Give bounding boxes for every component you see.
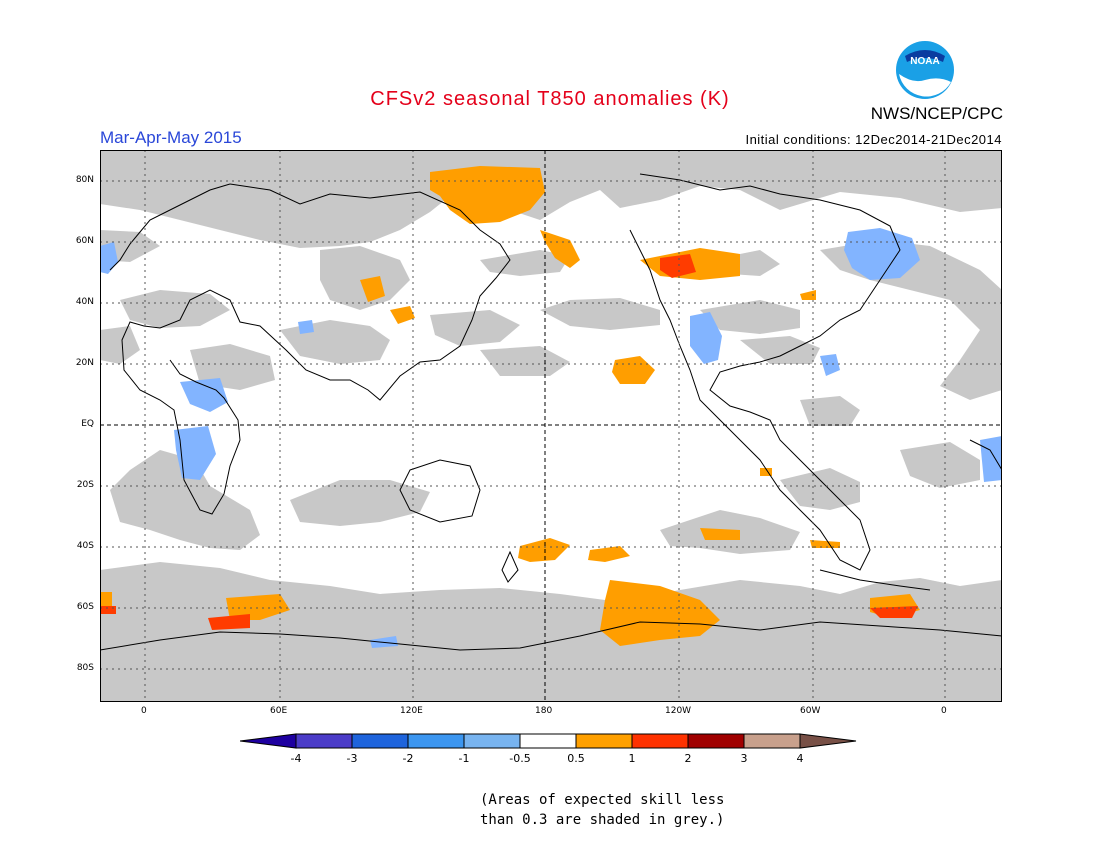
colorbar: -4 -3 -2 -1 -0.5 0.5 1 2 3 4 (240, 733, 857, 765)
footnote-line-2: than 0.3 are shaded in grey.) (480, 812, 725, 828)
colorbar-cell (463, 733, 521, 749)
red-warm-regions (100, 254, 918, 630)
colorbar-cell (351, 733, 409, 749)
colorbar-cell (743, 733, 801, 749)
lat-label: 60S (76, 602, 94, 612)
colorbar-cell (575, 733, 633, 749)
colorbar-cell (519, 733, 577, 749)
footnote-line-1: (Areas of expected skill less (480, 792, 725, 808)
lat-label: 80S (76, 663, 94, 673)
lat-label: 60N (75, 236, 94, 246)
colorbar-label: -1 (459, 752, 470, 765)
world-map (100, 150, 1002, 702)
colorbar-cell (687, 733, 745, 749)
lon-label: 0 (941, 706, 947, 716)
colorbar-label: -4 (291, 752, 302, 765)
colorbar-label: 1 (629, 752, 636, 765)
lat-label: 20S (76, 480, 94, 490)
colorbar-label: -0.5 (509, 752, 530, 765)
noaa-logo: NOAA (896, 41, 954, 99)
colorbar-cell (631, 733, 689, 749)
lon-label: 60W (800, 706, 821, 716)
skill-footnote: (Areas of expected skill less than 0.3 a… (480, 790, 724, 830)
colorbar-label: 3 (741, 752, 748, 765)
colorbar-labels: -4 -3 -2 -1 -0.5 0.5 1 2 3 4 (291, 752, 804, 765)
lon-label: 60E (270, 706, 288, 716)
lat-label: 40S (76, 541, 94, 551)
lon-label: 0 (141, 706, 147, 716)
map-title: CFSv2 seasonal T850 anomalies (K) (370, 88, 730, 110)
logo-text: NOAA (910, 56, 939, 67)
lon-axis: 0 60E 120E 180 120W 60W 0 (100, 706, 1002, 720)
colorbar-label: -3 (347, 752, 358, 765)
agency-label: NWS/NCEP/CPC (870, 104, 1003, 123)
lon-label: 120E (400, 706, 423, 716)
map-frame (100, 150, 1002, 702)
colorbar-cell-high (799, 733, 857, 749)
lat-label: 80N (75, 175, 94, 185)
colorbar-label: 2 (685, 752, 692, 765)
equator-dateline (100, 150, 1002, 702)
lat-label: 40N (75, 297, 94, 307)
graticule (100, 150, 1002, 702)
lon-label: 180 (535, 706, 553, 716)
lat-label: 20N (75, 358, 94, 368)
lon-label: 120W (665, 706, 692, 716)
colorbar-label: 0.5 (567, 752, 585, 765)
initial-conditions-label: Initial conditions: 12Dec2014-21Dec2014 (745, 132, 1002, 147)
lat-label: EQ (81, 419, 94, 429)
coastlines (100, 173, 1002, 651)
colorbar-cell-low (240, 733, 297, 749)
season-label: Mar-Apr-May 2015 (100, 128, 242, 147)
colorbar-cell (295, 733, 353, 749)
colorbar-cells (240, 733, 857, 749)
colorbar-label: -2 (403, 752, 414, 765)
colorbar-cell (407, 733, 465, 749)
colorbar-label: 4 (797, 752, 804, 765)
lat-axis: 80N 60N 40N 20N EQ 20S 40S 60S 80S (60, 150, 96, 702)
